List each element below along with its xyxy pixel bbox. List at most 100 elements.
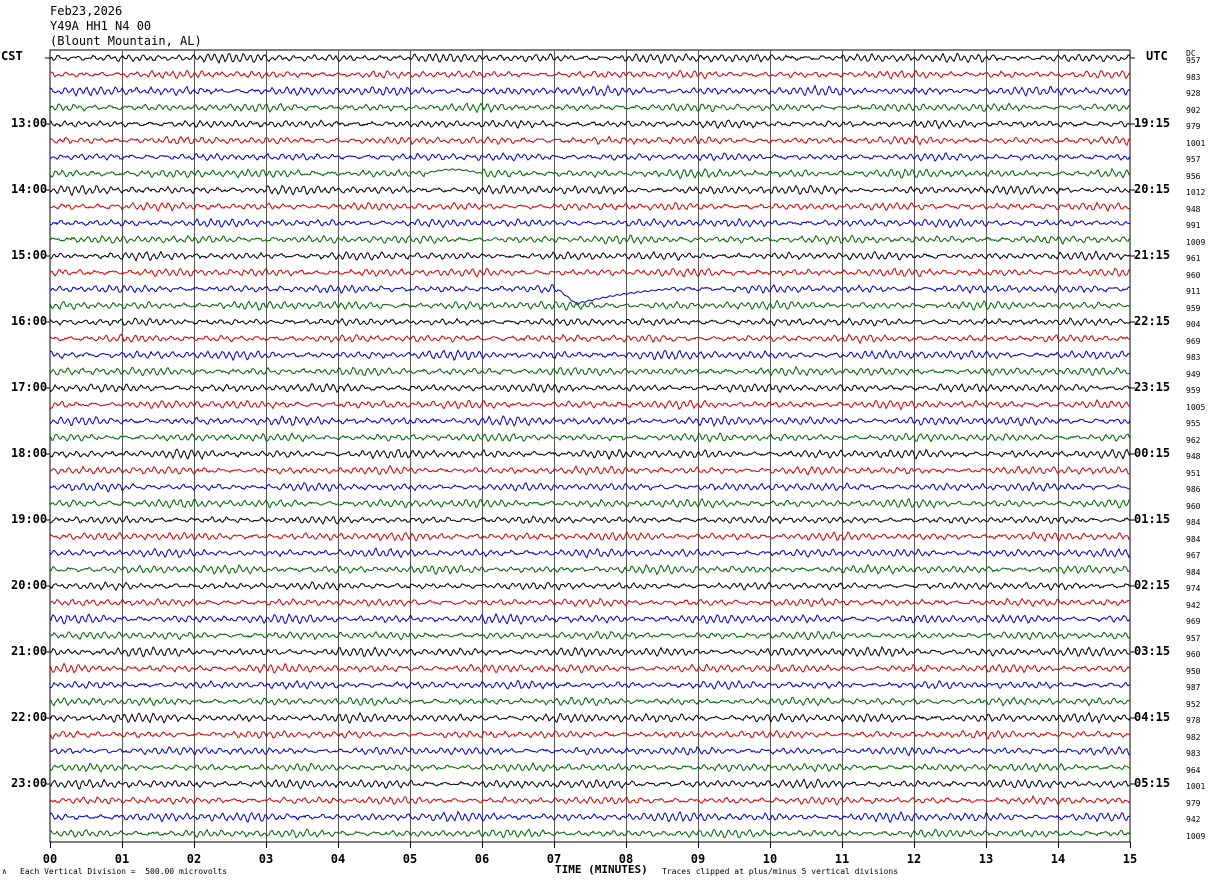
seismic-trace-44: [49, 762, 1131, 773]
dc-offset-label: 964: [1186, 765, 1201, 775]
dc-offset-label: 979: [1186, 798, 1201, 808]
dc-offset-label: 902: [1186, 105, 1201, 115]
x-tick-label: 01: [114, 852, 130, 866]
x-tick-label: 14: [1050, 852, 1066, 866]
right-timezone-label: UTC: [1146, 49, 1168, 63]
seismic-trace-34: [49, 597, 1131, 608]
dc-offset-label: 959: [1186, 386, 1201, 395]
seismic-trace-2: [49, 69, 1131, 80]
seismic-trace-7: [49, 151, 1131, 162]
x-tick-label: 02: [186, 852, 202, 866]
seismic-trace-12: [49, 234, 1131, 245]
dc-offset-label: 904: [1186, 320, 1201, 329]
seismic-trace-27: [49, 481, 1131, 493]
seismic-trace-31: [49, 547, 1131, 559]
seismic-trace-21: [49, 382, 1131, 394]
dc-offset-label: 962: [1186, 435, 1201, 445]
dc-offset-label: 949: [1186, 369, 1201, 379]
dc-offset-label: 948: [1186, 204, 1201, 214]
right-hour-label: 02:15: [1134, 578, 1171, 592]
dc-offset-label: 942: [1186, 815, 1201, 824]
seismic-trace-15: [49, 283, 1131, 306]
right-hour-label: 04:15: [1134, 710, 1171, 724]
x-tick-label: 12: [906, 852, 922, 866]
scale-note: Each Vertical Division = 500.00 microvol…: [20, 867, 228, 876]
seismic-trace-13: [50, 250, 1131, 262]
dc-offset-label: 986: [1186, 485, 1201, 494]
seismic-trace-6: [49, 135, 1131, 146]
x-tick-label: 05: [402, 852, 418, 866]
dc-offset-label: 957: [1186, 633, 1201, 643]
left-hour-label: 18:00: [11, 446, 48, 460]
x-axis-title: TIME (MINUTES): [555, 863, 648, 876]
seismic-trace-22: [49, 398, 1131, 411]
dc-offset-label: 1012: [1186, 188, 1206, 197]
left-hour-label: 17:00: [11, 380, 48, 394]
seismic-trace-8: [49, 167, 1131, 180]
x-tick-label: 00: [42, 852, 58, 866]
seismic-trace-17: [49, 317, 1131, 327]
dc-offset-label: 991: [1186, 221, 1201, 230]
dc-offset-label: 955: [1186, 419, 1201, 428]
right-hour-label: 03:15: [1134, 644, 1171, 658]
dc-offset-label: 983: [1186, 353, 1201, 362]
seismic-trace-4: [49, 102, 1131, 114]
x-tick-label: 15: [1122, 852, 1138, 866]
x-tick-label: 13: [978, 852, 994, 866]
left-hour-label: 15:00: [11, 248, 48, 262]
station-code: Y49A HH1 N4 00: [50, 19, 152, 33]
dc-offset-label: 984: [1186, 534, 1201, 544]
seismic-trace-33: [49, 581, 1131, 592]
dc-offset-label: 960: [1186, 650, 1201, 659]
seismic-trace-14: [49, 267, 1131, 278]
seismic-trace-10: [49, 201, 1131, 213]
right-hour-label: 20:15: [1134, 182, 1171, 196]
seismic-trace-1: [49, 52, 1131, 65]
dc-offset-label: 928: [1186, 89, 1201, 98]
seismic-trace-37: [49, 645, 1131, 658]
seismic-trace-30: [49, 530, 1131, 542]
right-hour-label: 01:15: [1134, 512, 1171, 526]
dc-offset-label: 942: [1186, 600, 1201, 610]
left-hour-label: 20:00: [11, 578, 48, 592]
dc-offset-label: 956: [1186, 171, 1201, 181]
seismic-trace-36: [49, 630, 1131, 641]
seismic-trace-19: [49, 349, 1131, 362]
left-hour-label: 19:00: [11, 512, 48, 526]
seismic-trace-38: [49, 662, 1131, 674]
dc-offset-label: 984: [1186, 567, 1201, 577]
dc-offset-label: 978: [1186, 716, 1201, 725]
seismic-trace-41: [49, 711, 1131, 724]
seismic-trace-25: [49, 448, 1131, 461]
left-hour-label: 23:00: [11, 776, 48, 790]
right-hour-label: 00:15: [1134, 446, 1171, 460]
x-tick-label: 08: [618, 852, 634, 866]
dc-offset-label: 911: [1186, 287, 1201, 296]
dc-offset-label: 967: [1186, 551, 1201, 560]
dc-offset-label: 959: [1186, 303, 1201, 313]
seismic-trace-32: [49, 563, 1131, 576]
right-hour-label: 19:15: [1134, 116, 1171, 130]
seismic-trace-3: [49, 84, 1131, 98]
right-hour-label: 23:15: [1134, 380, 1171, 394]
dc-offset-label: 951: [1186, 468, 1201, 478]
dc-offset-label: 957: [1186, 56, 1201, 65]
left-hour-label: 22:00: [11, 710, 48, 724]
right-hour-label: 21:15: [1134, 248, 1171, 262]
dc-offset-label: 1005: [1186, 402, 1206, 412]
dc-offset-label: 1001: [1186, 138, 1206, 148]
dc-offset-label: 982: [1186, 732, 1201, 742]
right-hour-label: 22:15: [1134, 314, 1171, 328]
x-tick-label: 11: [834, 852, 850, 866]
chart-date: Feb23,2026: [50, 4, 123, 18]
dc-offset-label: 1009: [1186, 237, 1206, 247]
dc-offset-label: 969: [1186, 336, 1201, 346]
seismic-trace-16: [49, 299, 1131, 311]
dc-offset-label: 1009: [1186, 831, 1206, 841]
dc-offset-label: 984: [1186, 518, 1201, 527]
dc-offset-label: 948: [1186, 452, 1201, 461]
seismic-trace-42: [49, 729, 1131, 740]
dc-offset-label: 950: [1186, 666, 1201, 676]
seismic-trace-29: [49, 515, 1131, 525]
dc-offset-label: 952: [1186, 699, 1201, 709]
